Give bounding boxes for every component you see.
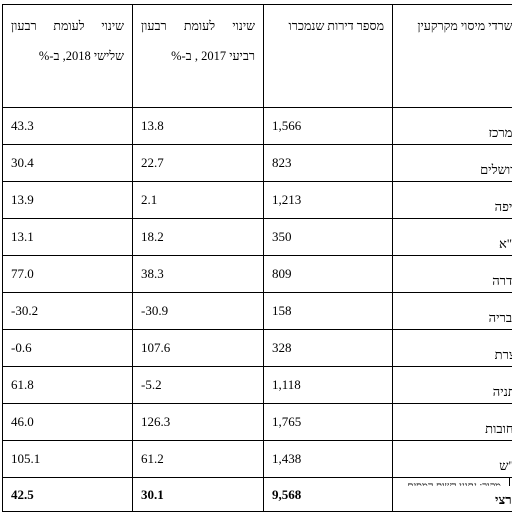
cell-change-2017: 13.8 <box>133 108 264 145</box>
footnote-box: מקור: נתוני רשות המסים <box>2 478 510 486</box>
cell-change-2018: 61.8 <box>3 367 133 404</box>
cell-office: חיפה <box>393 182 512 219</box>
table-row: טבריה 158 -30.9 -30.2 <box>3 293 512 330</box>
cell-change-2018: 30.4 <box>3 145 133 182</box>
cell-change-2017: -30.9 <box>133 293 264 330</box>
cell-apartments: 823 <box>264 145 393 182</box>
table-row: המרכז 1,566 13.8 43.3 <box>3 108 512 145</box>
cell-apartments: 1,765 <box>264 404 393 441</box>
cell-change-2017: 38.3 <box>133 256 264 293</box>
cell-change-2018: 43.3 <box>3 108 133 145</box>
cell-office: נצרת <box>393 330 512 367</box>
cell-change-2017: 61.2 <box>133 441 264 478</box>
header-apartments-sold: מספר דירות שנמכרו <box>264 5 393 108</box>
cell-office: המרכז <box>393 108 512 145</box>
cell-apartments: 350 <box>264 219 393 256</box>
header-office: משרדי מיסוי מקרקעין <box>393 5 512 108</box>
table-row: נתניה 1,118 -5.2 61.8 <box>3 367 512 404</box>
table-row: חיפה 1,213 2.1 13.9 <box>3 182 512 219</box>
cell-change-2017: 2.1 <box>133 182 264 219</box>
cell-office: ת"א <box>393 219 512 256</box>
cell-change-2018: 105.1 <box>3 441 133 478</box>
cell-apartments: 328 <box>264 330 393 367</box>
cell-apartments: 1,438 <box>264 441 393 478</box>
cell-office: נתניה <box>393 367 512 404</box>
cell-office: ירושלים <box>393 145 512 182</box>
cell-change-2017: 22.7 <box>133 145 264 182</box>
cell-apartments: 809 <box>264 256 393 293</box>
cell-change-2017: 126.3 <box>133 404 264 441</box>
header-change-2018: שינוי לעומת רבעון שלישי 2018, ב-% <box>3 5 133 108</box>
cell-apartments: 1,118 <box>264 367 393 404</box>
cell-change-2017: -5.2 <box>133 367 264 404</box>
cell-change-2018: 77.0 <box>3 256 133 293</box>
cell-office: טבריה <box>393 293 512 330</box>
table-row: רחובות 1,765 126.3 46.0 <box>3 404 512 441</box>
cell-office: רחובות <box>393 404 512 441</box>
footnote-text: מקור: נתוני רשות המסים <box>3 478 509 486</box>
table-row: חדרה 809 38.3 77.0 <box>3 256 512 293</box>
table-row: ב"ש 1,438 61.2 105.1 <box>3 441 512 478</box>
table-row: נצרת 328 107.6 -0.6 <box>3 330 512 367</box>
cell-change-2018: -30.2 <box>3 293 133 330</box>
cell-apartments: 158 <box>264 293 393 330</box>
cell-change-2017: 18.2 <box>133 219 264 256</box>
cell-apartments: 1,566 <box>264 108 393 145</box>
cell-office: חדרה <box>393 256 512 293</box>
table-header-row: משרדי מיסוי מקרקעין מספר דירות שנמכרו שי… <box>3 5 512 108</box>
sales-table: משרדי מיסוי מקרקעין מספר דירות שנמכרו שי… <box>2 4 512 512</box>
header-change-2017: שינוי לעומת רבעון רביעי 2017 , ב-% <box>133 5 264 108</box>
cell-change-2018: 13.1 <box>3 219 133 256</box>
cell-change-2017: 107.6 <box>133 330 264 367</box>
cell-office: ב"ש <box>393 441 512 478</box>
cell-apartments: 1,213 <box>264 182 393 219</box>
cell-change-2018: 13.9 <box>3 182 133 219</box>
table-row: ת"א 350 18.2 13.1 <box>3 219 512 256</box>
cell-change-2018: -0.6 <box>3 330 133 367</box>
table-row: ירושלים 823 22.7 30.4 <box>3 145 512 182</box>
cell-change-2018: 46.0 <box>3 404 133 441</box>
